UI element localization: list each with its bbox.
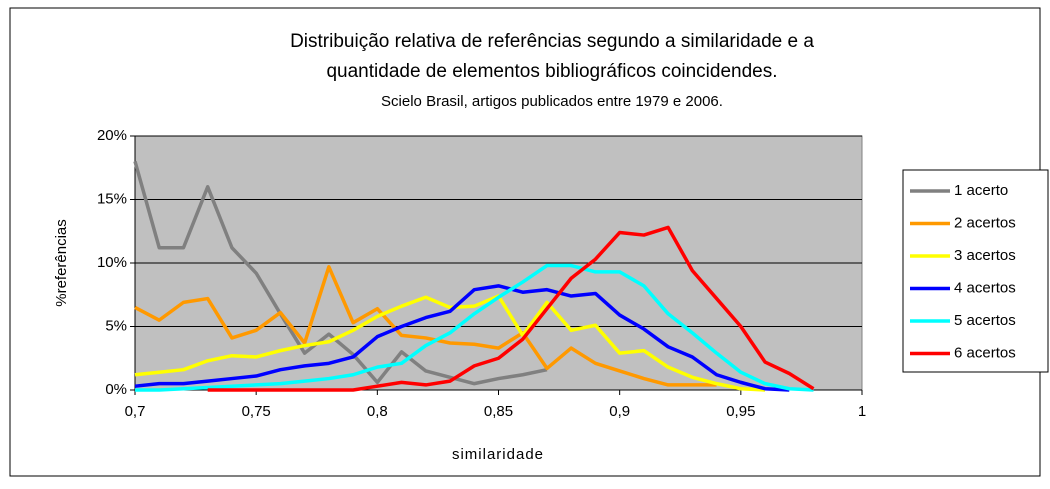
legend [902, 169, 1049, 373]
legend-label: 3 acertos [954, 247, 1016, 264]
legend-label: 1 acerto [954, 182, 1008, 199]
series-line [134, 294, 766, 392]
series-line [134, 265, 717, 387]
y-tick-label: 5% [105, 317, 127, 334]
x-tick-label: 0,75 [242, 403, 271, 420]
x-axis-label: similaridade [452, 446, 544, 463]
y-tick-label: 10% [97, 254, 127, 271]
x-tick-label: 0,85 [484, 403, 513, 420]
chart-title: Distribuição relativa de referências seg… [290, 31, 814, 52]
series-line [133, 160, 548, 386]
x-tick-label: 0,9 [609, 403, 630, 420]
x-tick-label: 1 [858, 403, 866, 420]
x-tick-label: 0,7 [125, 403, 146, 420]
y-axis-label: %referências [53, 219, 70, 307]
y-tick-label: 20% [97, 127, 127, 144]
legend-label: 2 acertos [954, 214, 1016, 231]
legend-label: 6 acertos [954, 344, 1016, 361]
x-tick-label: 0,95 [726, 403, 755, 420]
chart-title-line2: quantidade de elementos bibliográficos c… [326, 61, 777, 82]
series-line [135, 263, 814, 392]
legend-label: 5 acertos [954, 312, 1016, 329]
y-tick-label: 15% [97, 190, 127, 207]
x-tick-label: 0,8 [367, 403, 388, 420]
chart-subtitle: Scielo Brasil, artigos publicados entre … [381, 93, 723, 110]
y-tick-label: 0% [105, 381, 127, 398]
series-line [134, 284, 790, 392]
legend-label: 4 acertos [954, 279, 1016, 296]
series-line [207, 225, 815, 392]
